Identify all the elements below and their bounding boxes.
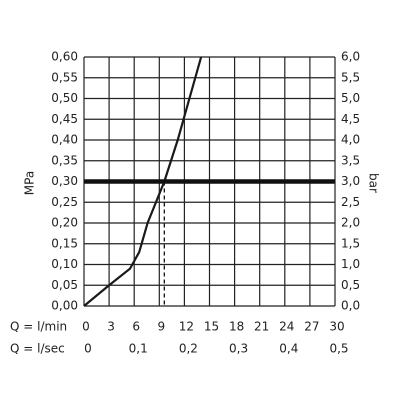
y2-tick-label: 5,0: [341, 91, 360, 105]
x2-tick-label: 0,2: [179, 342, 198, 356]
y2-tick-label: 4,5: [341, 112, 360, 126]
y2-tick-label: 4,0: [341, 133, 360, 147]
y2-axis-label: bar: [367, 173, 381, 193]
x-tick-label: 30: [329, 320, 344, 334]
x-tick-label: 21: [254, 320, 269, 334]
y2-tick-label: 5,5: [341, 70, 360, 84]
y2-tick-label: 0,5: [341, 278, 360, 292]
x-tick-label: 3: [107, 320, 115, 334]
y-tick-label: 0,20: [51, 216, 78, 230]
x2-tick-label: 0,1: [129, 342, 148, 356]
x-tick-label: 15: [204, 320, 219, 334]
x2-tick-label: 0,5: [329, 342, 348, 356]
x-tick-label: 18: [229, 320, 244, 334]
y2-tick-label: 2,5: [341, 195, 360, 209]
x2-axis-label: Q = l/sec: [10, 342, 65, 356]
y2-tick-label: 1,5: [341, 236, 360, 250]
y-tick-label: 0,45: [51, 112, 78, 126]
y2-tick-label: 6,0: [341, 50, 360, 64]
x-tick-label: 6: [132, 320, 140, 334]
y-axis-label: MPa: [23, 171, 37, 195]
y-tick-label: 0,40: [51, 133, 78, 147]
x-axis-label: Q = l/min: [10, 320, 67, 334]
y-tick-label: 0,35: [51, 153, 78, 167]
x-tick-label: 9: [157, 320, 165, 334]
y-tick-label: 0,10: [51, 257, 78, 271]
x-tick-label: 12: [179, 320, 194, 334]
y-tick-label: 0,00: [51, 299, 78, 313]
flow-curve: [83, 56, 203, 307]
x-tick-label: 0: [82, 320, 90, 334]
y2-tick-label: 2,0: [341, 216, 360, 230]
y-tick-label: 0,60: [51, 50, 78, 64]
y2-tick-label: 0,0: [341, 299, 360, 313]
y-tick-label: 0,25: [51, 195, 78, 209]
y-tick-label: 0,50: [51, 91, 78, 105]
x2-tick-label: 0,4: [279, 342, 298, 356]
y-tick-label: 0,55: [51, 70, 78, 84]
y2-tick-label: 3,0: [341, 174, 360, 188]
y-tick-label: 0,30: [51, 174, 78, 188]
y-tick-label: 0,15: [51, 236, 78, 250]
y-tick-label: 0,05: [51, 278, 78, 292]
x2-tick-label: 0,3: [229, 342, 248, 356]
x-tick-label: 27: [304, 320, 319, 334]
y2-tick-label: 1,0: [341, 257, 360, 271]
x2-tick-label: 0: [84, 342, 92, 356]
y2-tick-label: 3,5: [341, 153, 360, 167]
x-tick-label: 24: [279, 320, 294, 334]
